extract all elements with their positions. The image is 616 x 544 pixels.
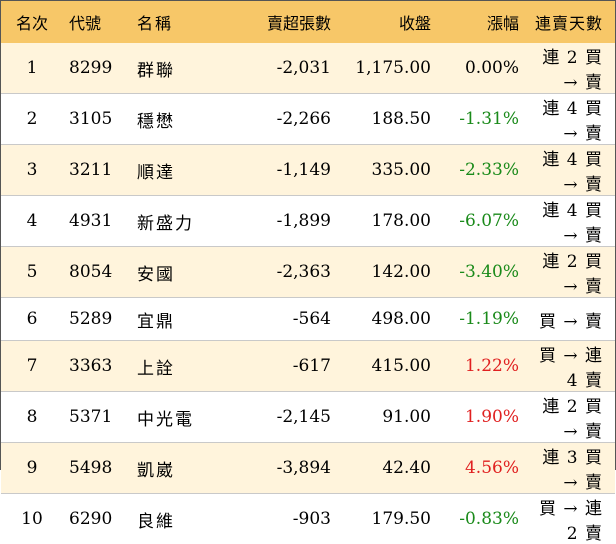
cell-close: 188.50 bbox=[341, 94, 441, 145]
cell-code: 8054 bbox=[63, 247, 133, 298]
cell-close: 42.40 bbox=[341, 443, 441, 494]
cell-name: 上詮 bbox=[133, 341, 223, 392]
cell-rank: 4 bbox=[1, 196, 63, 247]
cell-net-sell: -2,145 bbox=[223, 392, 341, 443]
cell-close: 335.00 bbox=[341, 145, 441, 196]
cell-code: 3363 bbox=[63, 341, 133, 392]
cell-name: 新盛力 bbox=[133, 196, 223, 247]
cell-rank: 9 bbox=[1, 443, 63, 494]
cell-change: 1.22% bbox=[441, 341, 529, 392]
cell-change: -6.07% bbox=[441, 196, 529, 247]
cell-name: 順達 bbox=[133, 145, 223, 196]
header-row: 名次 代號 名稱 賣超張數 收盤 漲幅 連賣天數 bbox=[1, 1, 615, 43]
cell-streak: 連 2 買 → 賣 bbox=[529, 43, 615, 94]
cell-streak: 連 4 買 → 賣 bbox=[529, 196, 615, 247]
cell-net-sell: -903 bbox=[223, 494, 341, 544]
header-code[interactable]: 代號 bbox=[63, 1, 133, 43]
cell-close: 179.50 bbox=[341, 494, 441, 544]
cell-code: 4931 bbox=[63, 196, 133, 247]
cell-net-sell: -2,266 bbox=[223, 94, 341, 145]
cell-code: 6290 bbox=[63, 494, 133, 544]
cell-code: 8299 bbox=[63, 43, 133, 94]
cell-change: 1.90% bbox=[441, 392, 529, 443]
cell-streak: 連 2 買 → 賣 bbox=[529, 392, 615, 443]
cell-close: 91.00 bbox=[341, 392, 441, 443]
cell-streak: 連 4 買 → 賣 bbox=[529, 94, 615, 145]
header-change[interactable]: 漲幅 bbox=[441, 1, 529, 43]
cell-rank: 2 bbox=[1, 94, 63, 145]
header-net-sell[interactable]: 賣超張數 bbox=[223, 1, 341, 43]
cell-net-sell: -2,031 bbox=[223, 43, 341, 94]
cell-streak: 買 → 連 4 賣 bbox=[529, 341, 615, 392]
cell-rank: 7 bbox=[1, 341, 63, 392]
cell-name: 穩懋 bbox=[133, 94, 223, 145]
cell-change: 4.56% bbox=[441, 443, 529, 494]
cell-name: 宜鼎 bbox=[133, 298, 223, 341]
cell-change: -3.40% bbox=[441, 247, 529, 298]
cell-change: -1.31% bbox=[441, 94, 529, 145]
cell-close: 1,175.00 bbox=[341, 43, 441, 94]
cell-rank: 5 bbox=[1, 247, 63, 298]
cell-code: 3105 bbox=[63, 94, 133, 145]
cell-change: -2.33% bbox=[441, 145, 529, 196]
cell-rank: 1 bbox=[1, 43, 63, 94]
header-name[interactable]: 名稱 bbox=[133, 1, 223, 43]
cell-close: 142.00 bbox=[341, 247, 441, 298]
cell-net-sell: -3,894 bbox=[223, 443, 341, 494]
cell-name: 中光電 bbox=[133, 392, 223, 443]
cell-name: 群聯 bbox=[133, 43, 223, 94]
header-rank[interactable]: 名次 bbox=[1, 1, 63, 43]
cell-net-sell: -617 bbox=[223, 341, 341, 392]
cell-name: 凱崴 bbox=[133, 443, 223, 494]
cell-change: -0.83% bbox=[441, 494, 529, 544]
cell-rank: 3 bbox=[1, 145, 63, 196]
cell-name: 安國 bbox=[133, 247, 223, 298]
cell-streak: 買 → 賣 bbox=[529, 298, 615, 341]
header-close[interactable]: 收盤 bbox=[341, 1, 441, 43]
cell-close: 415.00 bbox=[341, 341, 441, 392]
cell-streak: 連 4 買 → 賣 bbox=[529, 145, 615, 196]
cell-change: -1.19% bbox=[441, 298, 529, 341]
cell-close: 498.00 bbox=[341, 298, 441, 341]
cell-rank: 6 bbox=[1, 298, 63, 341]
cell-streak: 連 3 買 → 賣 bbox=[529, 443, 615, 494]
cell-streak: 連 2 買 → 賣 bbox=[529, 247, 615, 298]
cell-code: 3211 bbox=[63, 145, 133, 196]
cell-close: 178.00 bbox=[341, 196, 441, 247]
cell-net-sell: -1,899 bbox=[223, 196, 341, 247]
cell-code: 5289 bbox=[63, 298, 133, 341]
cell-streak: 買 → 連 2 賣 bbox=[529, 494, 615, 544]
cell-net-sell: -2,363 bbox=[223, 247, 341, 298]
cell-name: 良維 bbox=[133, 494, 223, 544]
cell-change: 0.00% bbox=[441, 43, 529, 94]
cell-net-sell: -1,149 bbox=[223, 145, 341, 196]
cell-code: 5498 bbox=[63, 443, 133, 494]
cell-net-sell: -564 bbox=[223, 298, 341, 341]
cell-code: 5371 bbox=[63, 392, 133, 443]
cell-rank: 8 bbox=[1, 392, 63, 443]
header-streak[interactable]: 連賣天數 bbox=[529, 1, 615, 43]
cell-rank: 10 bbox=[1, 494, 63, 544]
